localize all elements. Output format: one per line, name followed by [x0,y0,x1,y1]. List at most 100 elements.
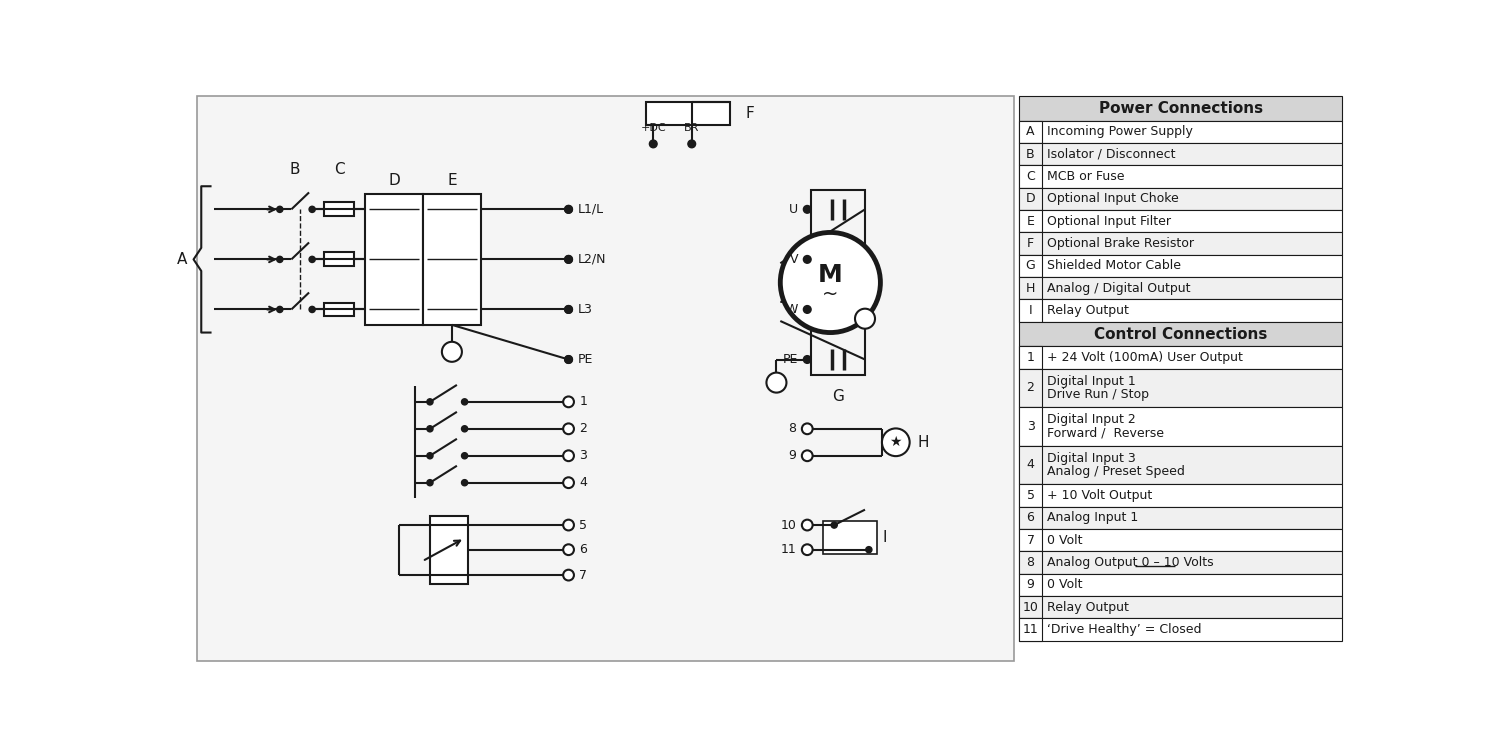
Text: Forward /  Reverse: Forward / Reverse [1047,427,1164,439]
Circle shape [427,453,433,459]
Circle shape [802,424,813,434]
Text: 9: 9 [1026,578,1035,591]
Circle shape [427,426,433,432]
Circle shape [780,232,880,332]
Bar [324,302,354,316]
Text: 11: 11 [780,543,796,556]
Circle shape [462,426,468,432]
Bar [1019,346,1042,369]
Text: 0 Volt: 0 Volt [1047,533,1082,547]
Text: L3: L3 [578,303,592,316]
Circle shape [766,373,786,392]
Bar [1019,232,1342,255]
Bar [1019,346,1342,369]
Bar [198,96,1014,662]
Text: 5: 5 [1026,489,1035,502]
Bar [1019,255,1042,277]
Text: D: D [388,172,400,188]
Text: V: V [789,253,798,266]
Circle shape [865,547,871,553]
Bar [1019,596,1042,618]
Text: H: H [1026,282,1035,295]
Circle shape [564,206,573,213]
Bar [1019,299,1342,322]
Circle shape [831,522,837,528]
Text: Analog Output 0 – 10 Volts: Analog Output 0 – 10 Volts [1047,556,1214,569]
Text: Digital Input 1: Digital Input 1 [1047,375,1136,388]
Circle shape [562,397,574,407]
Text: 5: 5 [579,518,588,532]
Bar [1019,446,1342,485]
Bar [1019,210,1342,232]
Bar [1019,596,1342,618]
Text: PE: PE [783,353,798,366]
Circle shape [564,206,573,213]
Bar [1019,299,1042,322]
Text: C: C [1026,170,1035,183]
Circle shape [882,428,909,456]
Text: Analog / Digital Output: Analog / Digital Output [1047,282,1190,295]
Circle shape [802,450,813,461]
Bar [1019,407,1042,446]
Text: Drive Run / Stop: Drive Run / Stop [1047,388,1149,401]
Circle shape [804,206,812,213]
Text: ~: ~ [822,284,839,304]
Text: 10: 10 [1023,601,1038,613]
Circle shape [564,256,573,263]
Text: 9: 9 [789,449,796,462]
Text: 11: 11 [1023,623,1038,636]
Circle shape [802,520,813,530]
Circle shape [462,399,468,405]
Text: ‘Drive Healthy’ = Closed: ‘Drive Healthy’ = Closed [1047,623,1202,636]
Text: B: B [1026,148,1035,160]
Bar [423,194,482,325]
Text: D: D [1026,193,1035,206]
Bar [812,190,865,375]
Text: I: I [882,530,886,544]
Text: BR: BR [684,123,699,133]
Circle shape [564,356,573,363]
Text: 6: 6 [1026,512,1035,524]
Text: 1: 1 [579,395,586,408]
Bar [1019,277,1342,299]
Text: E: E [1026,214,1035,228]
Circle shape [564,356,573,363]
Circle shape [562,520,574,530]
Text: A: A [177,252,188,267]
Text: Digital Input 3: Digital Input 3 [1047,452,1136,465]
Circle shape [855,309,874,328]
Bar [1019,96,1342,121]
Text: 4: 4 [1026,458,1035,472]
Text: 8: 8 [789,422,796,435]
Text: L2/N: L2/N [578,253,606,266]
Bar [366,194,423,325]
Bar [1019,121,1042,143]
Bar [1019,574,1342,596]
Text: B: B [290,162,300,177]
Bar [1019,551,1342,574]
Circle shape [688,140,696,148]
Circle shape [562,477,574,488]
Bar [1019,618,1342,640]
Text: Analog Input 1: Analog Input 1 [1047,512,1138,524]
Bar [1019,369,1342,407]
Bar [1019,551,1042,574]
Bar [430,516,468,584]
Text: 7: 7 [1026,533,1035,547]
Text: PE: PE [578,353,592,366]
Text: G: G [1026,260,1035,272]
Bar [1019,506,1342,529]
Circle shape [564,305,573,314]
Text: Digital Input 2: Digital Input 2 [1047,413,1136,427]
Text: MCB or Fuse: MCB or Fuse [1047,170,1124,183]
Text: H: H [918,435,928,450]
Circle shape [804,305,812,314]
Text: +DC: +DC [640,123,666,133]
Circle shape [562,450,574,461]
Bar [568,144,807,598]
Bar [1019,484,1042,506]
Circle shape [309,206,315,212]
Bar [1019,188,1342,210]
Text: I: I [1029,304,1032,317]
Text: 2: 2 [1026,382,1035,394]
